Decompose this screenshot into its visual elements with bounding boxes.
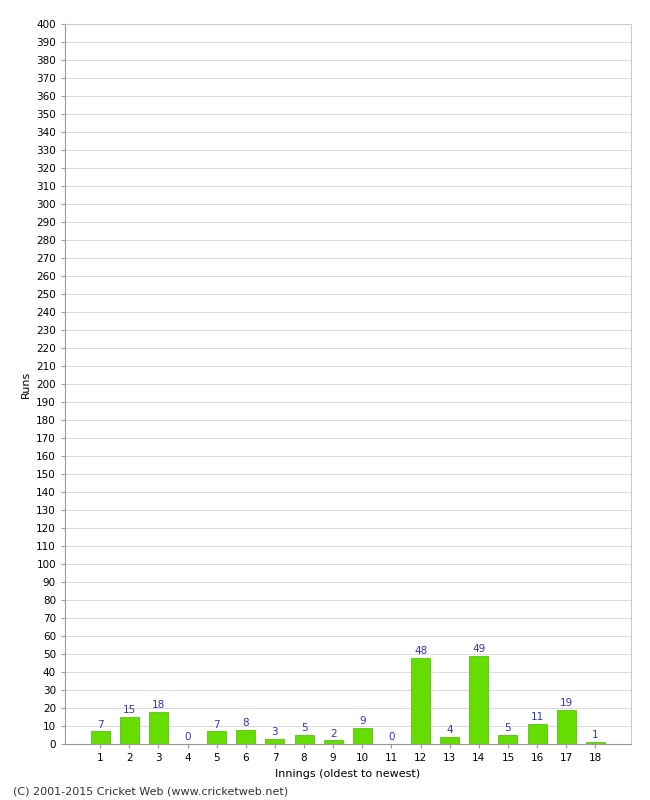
Bar [207, 731, 226, 744]
Bar [469, 656, 488, 744]
Bar [440, 737, 459, 744]
Bar [528, 724, 547, 744]
Text: 49: 49 [472, 644, 486, 654]
Bar [265, 738, 285, 744]
Bar [237, 730, 255, 744]
X-axis label: Innings (oldest to newest): Innings (oldest to newest) [275, 769, 421, 778]
Text: 2: 2 [330, 729, 337, 738]
Text: 0: 0 [185, 732, 191, 742]
Bar [353, 728, 372, 744]
Text: 8: 8 [242, 718, 249, 728]
Bar [120, 717, 138, 744]
Bar [499, 735, 517, 744]
Text: 5: 5 [504, 723, 512, 733]
Bar [149, 712, 168, 744]
Text: 19: 19 [560, 698, 573, 708]
Text: 9: 9 [359, 716, 366, 726]
Text: 15: 15 [123, 706, 136, 715]
Bar [294, 735, 313, 744]
Bar [411, 658, 430, 744]
Bar [586, 742, 604, 744]
Bar [324, 741, 343, 744]
Text: (C) 2001-2015 Cricket Web (www.cricketweb.net): (C) 2001-2015 Cricket Web (www.cricketwe… [13, 786, 288, 796]
Text: 11: 11 [530, 712, 543, 722]
Y-axis label: Runs: Runs [21, 370, 31, 398]
Text: 1: 1 [592, 730, 599, 741]
Text: 3: 3 [272, 726, 278, 737]
Text: 0: 0 [388, 732, 395, 742]
Text: 18: 18 [152, 700, 165, 710]
Text: 7: 7 [213, 720, 220, 730]
Text: 7: 7 [97, 720, 103, 730]
Text: 48: 48 [414, 646, 427, 656]
Bar [557, 710, 576, 744]
Text: 5: 5 [301, 723, 307, 733]
Bar [91, 731, 110, 744]
Text: 4: 4 [447, 725, 453, 735]
